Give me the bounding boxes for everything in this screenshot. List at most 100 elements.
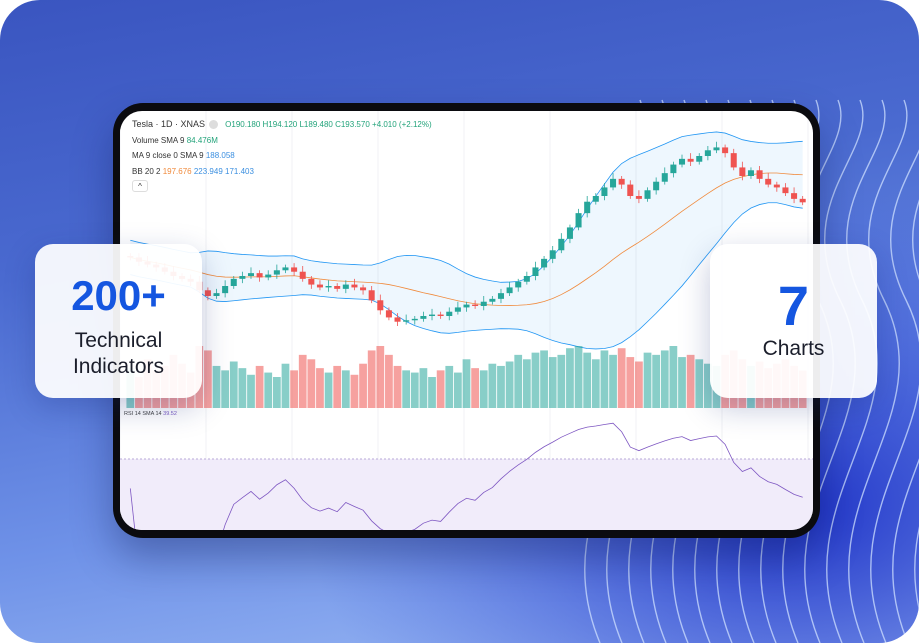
candle: [342, 284, 349, 289]
candle: [437, 314, 444, 316]
high-value: H194.120: [262, 120, 298, 129]
volume-bar: [316, 368, 324, 408]
candle: [704, 150, 711, 156]
rsi-band: [120, 459, 813, 530]
candle: [463, 304, 470, 308]
volume-bar: [566, 348, 574, 408]
volume-bar: [686, 354, 695, 408]
volume-bar: [419, 368, 428, 408]
chart-legend: Tesla · 1D · XNAS O190.180 H194.120 L189…: [132, 117, 432, 195]
tablet-frame: Tesla · 1D · XNAS O190.180 H194.120 L189…: [113, 103, 820, 538]
volume-bar: [212, 365, 221, 408]
candle: [480, 301, 487, 306]
candle: [541, 258, 548, 268]
wave-line: [892, 199, 919, 643]
bb-upper-value: 223.949: [193, 166, 223, 176]
candle: [506, 287, 513, 294]
candle: [670, 164, 677, 174]
collapse-legend-button[interactable]: ^: [132, 180, 148, 192]
rsi-label[interactable]: RSI 14 SMA 14: [124, 411, 162, 417]
volume-bar: [540, 350, 548, 408]
candle: [316, 284, 323, 288]
volume-bar: [471, 368, 479, 408]
volume-bar: [436, 370, 445, 408]
volume-bar: [488, 363, 497, 408]
candle: [730, 153, 737, 168]
volume-bar: [264, 372, 273, 408]
rsi-legend: RSI 14 SMA 14 39.52: [124, 411, 177, 417]
volume-bar: [454, 372, 462, 408]
candle: [532, 267, 539, 276]
low-value: L189.480: [299, 120, 333, 129]
indicators-text-2: Indicators: [72, 355, 165, 378]
candle: [773, 184, 780, 188]
candle: [497, 293, 504, 299]
volume-bar: [635, 361, 643, 408]
ma-value: 188.058: [205, 151, 235, 160]
candle: [713, 147, 720, 151]
volume-bar: [505, 361, 514, 408]
candle: [282, 267, 289, 271]
volume-bar: [678, 357, 686, 408]
volume-bar: [497, 365, 505, 408]
volume-bar: [660, 350, 669, 408]
candlestick-chart[interactable]: [120, 111, 813, 530]
volume-label[interactable]: Volume SMA 9: [132, 135, 185, 145]
change-value: +4.010 (+2.12%): [372, 120, 432, 129]
indicators-count: 200+: [71, 272, 166, 319]
wave-line: [848, 99, 908, 643]
candle: [549, 250, 556, 259]
bb-label[interactable]: BB 20 2: [132, 166, 161, 176]
volume-bar: [290, 370, 298, 408]
volume-bar: [359, 363, 367, 408]
candle: [334, 286, 341, 289]
candle: [747, 170, 754, 176]
volume-bar: [695, 359, 704, 408]
volume-bar: [514, 354, 523, 408]
minus-icon[interactable]: [209, 120, 219, 130]
volume-bar: [247, 374, 255, 408]
candle: [756, 170, 763, 179]
symbol-title[interactable]: Tesla · 1D · XNAS: [132, 119, 206, 129]
candle: [782, 187, 789, 194]
volume-bar: [626, 357, 635, 408]
candle: [765, 178, 772, 185]
bb-basis-value: 197.676: [162, 166, 192, 176]
candle: [566, 227, 573, 239]
volume-bar: [557, 354, 566, 408]
candle: [584, 201, 591, 214]
candle: [515, 281, 522, 288]
candle: [454, 307, 461, 312]
candle: [213, 293, 220, 296]
volume-bar: [281, 363, 290, 408]
volume-bar: [600, 350, 609, 408]
candle: [696, 156, 703, 162]
candle: [394, 317, 401, 322]
candle: [299, 271, 306, 279]
bb-upper-line: [130, 131, 803, 283]
volume-bar: [462, 359, 471, 408]
volume-bar: [410, 372, 419, 408]
volume-bar: [548, 357, 557, 408]
charts-text: Charts: [762, 337, 825, 360]
ma-label[interactable]: MA 9 close 0 SMA 9: [132, 151, 204, 160]
candle: [722, 147, 729, 154]
candle: [446, 311, 453, 316]
candle: [420, 316, 427, 319]
volume-bar: [402, 370, 411, 408]
candle: [411, 318, 418, 321]
charts-card: 7 Charts: [710, 244, 877, 398]
volume-value: 84.476M: [186, 135, 218, 145]
candle: [385, 310, 392, 318]
volume-bar: [669, 346, 678, 408]
volume-bar: [479, 370, 488, 408]
volume-bar: [393, 365, 402, 408]
volume-bar: [307, 359, 316, 408]
candle: [429, 314, 436, 316]
indicators-card: 200+ Technical Indicators: [35, 244, 202, 398]
candle: [678, 158, 686, 165]
candle: [575, 213, 582, 228]
candle: [222, 286, 229, 294]
candle: [247, 273, 255, 276]
candle: [635, 196, 642, 199]
